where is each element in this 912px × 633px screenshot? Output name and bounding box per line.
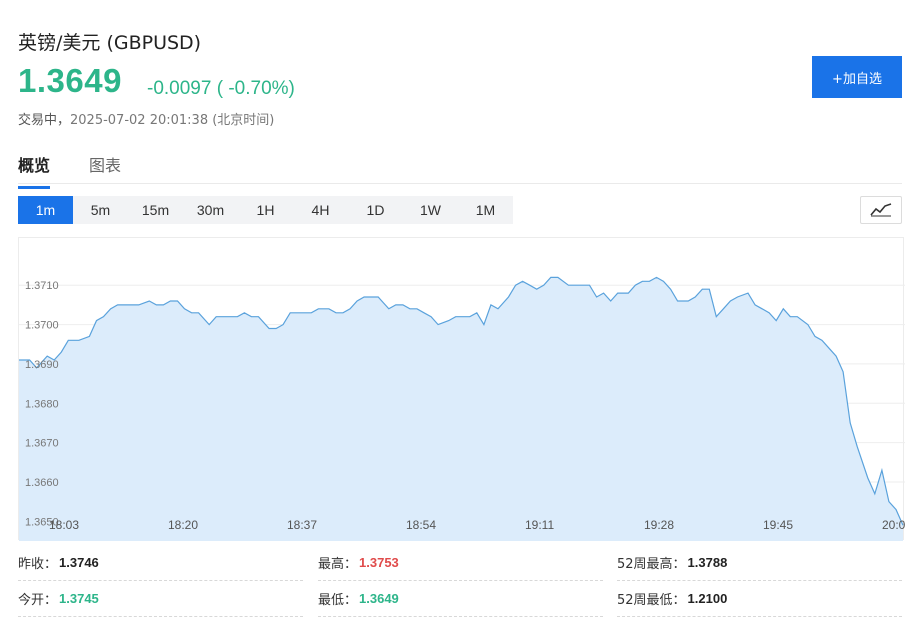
stat-value: 1.2100	[687, 591, 728, 606]
interval-selector: 1m 5m 15m 30m 1H 4H 1D 1W 1M	[18, 196, 513, 224]
trading-status: 交易中，2025-07-02 20:01:38 (北京时间)	[18, 109, 274, 128]
stat-prev-close: 昨收： 1.3746	[18, 545, 303, 581]
y-tick-label: 1.3710	[25, 280, 59, 292]
stat-low: 最低： 1.3649	[318, 581, 603, 617]
x-tick-label: 19:28	[644, 518, 674, 532]
interval-1m[interactable]: 1m	[18, 196, 73, 224]
stat-label: 最低：	[318, 593, 358, 608]
quote-timestamp: 2025-07-02 20:01:38 (北京时间)	[70, 113, 275, 128]
stat-label: 最高：	[318, 557, 358, 572]
tab-overview[interactable]: 概览	[18, 152, 51, 189]
line-chart-icon	[870, 203, 892, 217]
x-tick-label: 18:03	[49, 518, 79, 532]
current-price: 1.3649	[18, 62, 122, 99]
stat-high: 最高： 1.3753	[318, 545, 603, 581]
y-tick-label: 1.3670	[25, 438, 59, 450]
interval-30m[interactable]: 30m	[196, 202, 225, 218]
page-title: 英镑/美元 (GBPUSD)	[18, 32, 202, 54]
x-tick-label: 18:54	[406, 518, 436, 532]
y-tick-label: 1.3650	[25, 516, 59, 528]
stat-52w-low: 52周最低： 1.2100	[617, 581, 902, 617]
x-tick-label: 20:0	[882, 518, 905, 532]
interval-4h[interactable]: 4H	[311, 202, 330, 218]
x-tick-label: 18:20	[168, 518, 198, 532]
stat-label: 昨收：	[18, 557, 58, 572]
price-chart[interactable]: 1.3710 1.3700 1.3690 1.3680 1.3670 1.3660 1.36…	[18, 237, 905, 541]
x-tick-label: 19:45	[763, 518, 793, 532]
price-line	[19, 276, 904, 526]
x-tick-label: 18:37	[287, 518, 317, 532]
add-to-watchlist-button[interactable]: +加自选	[812, 56, 902, 98]
y-tick-label: 1.3690	[25, 359, 59, 371]
stat-open: 今开： 1.3745	[18, 581, 303, 617]
tab-chart[interactable]: 图表	[89, 156, 122, 175]
interval-1mo[interactable]: 1M	[475, 202, 496, 218]
interval-1w[interactable]: 1W	[420, 202, 441, 218]
y-tick-label: 1.3680	[25, 398, 59, 410]
interval-15m[interactable]: 15m	[141, 202, 170, 218]
tab-bar: 概览 图表	[18, 150, 902, 189]
interval-1d[interactable]: 1D	[366, 202, 385, 218]
y-tick-label: 1.3660	[25, 477, 59, 489]
y-tick-label: 1.3700	[25, 320, 59, 332]
stat-52w-high: 52周最高： 1.3788	[617, 545, 902, 581]
stat-label: 52周最低：	[617, 593, 686, 608]
x-tick-label: 19:11	[525, 518, 554, 532]
stat-value: 1.3788	[687, 555, 728, 570]
status-label: 交易中，	[18, 113, 71, 128]
stat-label: 52周最高：	[617, 557, 686, 572]
stat-value: 1.3746	[59, 555, 99, 570]
stat-value: 1.3745	[59, 591, 99, 606]
chart-type-toggle[interactable]	[860, 196, 902, 224]
interval-5m[interactable]: 5m	[90, 202, 111, 218]
price-chart-svg: 1.3710 1.3700 1.3690 1.3680 1.3670 1.3660 1.36…	[19, 276, 905, 541]
price-area	[19, 277, 903, 541]
stat-value: 1.3753	[359, 555, 399, 570]
stat-value: 1.3649	[359, 591, 399, 606]
price-change: -0.0097 ( -0.70%)	[147, 78, 295, 99]
interval-1h[interactable]: 1H	[256, 202, 275, 218]
stat-label: 今开：	[18, 593, 58, 608]
